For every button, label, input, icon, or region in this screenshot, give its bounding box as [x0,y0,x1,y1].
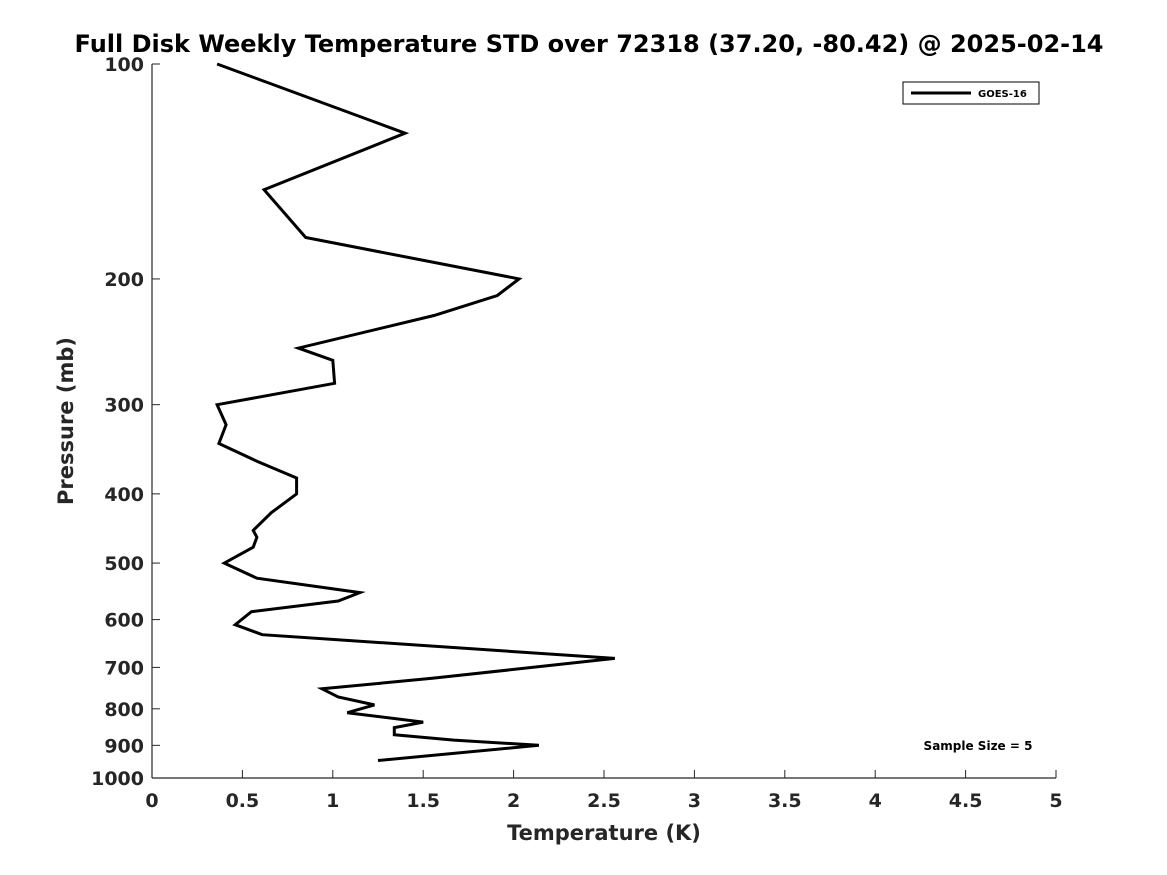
x-tick-label: 5 [1049,790,1062,812]
x-tick-label: 2 [507,790,520,812]
y-tick-label: 500 [104,553,144,575]
plot-area [151,64,1056,779]
x-tick-label: 1 [326,790,339,812]
y-tick-label: 1000 [91,768,144,790]
y-tick-label: 200 [104,269,144,291]
y-tick-label: 900 [104,735,144,757]
sample-size-annotation: Sample Size = 5 [924,739,1033,753]
y-tick-label: 100 [104,54,144,76]
x-tick-label: 1.5 [406,790,440,812]
y-axis-ticks: 100 200 300 400 500 600 700 800 900 1000 [91,54,160,790]
x-tick-label: 0.5 [226,790,260,812]
x-tick-label: 3 [688,790,701,812]
y-tick-label: 800 [104,699,144,721]
chart-title: Full Disk Weekly Temperature STD over 72… [75,30,1104,58]
y-tick-label: 400 [104,484,144,506]
x-axis-label: Temperature (K) [507,821,701,845]
series-line-goes16 [214,62,615,762]
x-tick-label: 3.5 [768,790,802,812]
legend: GOES-16 [902,81,1040,105]
y-tick-label: 600 [104,610,144,632]
x-tick-label: 4.5 [949,790,983,812]
y-tick-label: 300 [104,395,144,417]
x-axis-ticks: 0 0.5 1 1.5 2 2.5 3 3.5 4 4.5 5 [145,770,1063,812]
legend-label-goes16: GOES-16 [978,89,1027,100]
y-tick-label: 700 [104,657,144,679]
x-tick-label: 4 [869,790,882,812]
x-tick-label: 2.5 [587,790,621,812]
y-axis-label: Pressure (mb) [54,337,78,505]
series-layer [214,62,615,762]
x-tick-label: 0 [145,790,158,812]
